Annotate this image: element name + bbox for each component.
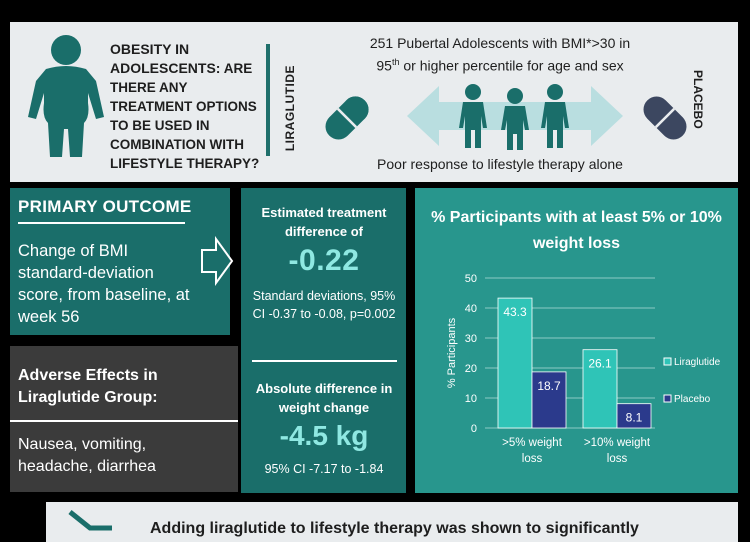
percentile-text: or higher percentile for age and sex: [399, 57, 624, 74]
y-axis-label: % Participants: [446, 317, 458, 388]
primary-outcome-panel: [10, 188, 230, 335]
liraglutide-pill-icon: [325, 96, 369, 140]
bar-liraglutide: [497, 297, 533, 429]
arrow-right-icon: [68, 510, 112, 531]
percentile-suffix: th: [391, 57, 400, 67]
question-text: ARE THERE ANY TREATMENT OPTIONS TO BE US…: [110, 61, 260, 171]
legend-label-liraglutide: Liraglutide: [674, 357, 721, 368]
weight-loss-bar-chart: 0 10 20 30 40 50 % Participants 43.3 18.7 >5% wei…: [446, 273, 721, 465]
adverse-effects-title: Adverse Effects in Liraglutide Group:: [18, 367, 158, 406]
adverse-effects-panel: [10, 346, 238, 492]
conclusion-banner: [46, 502, 738, 542]
data-label: 8.1: [626, 411, 643, 425]
x-tick-label: loss: [522, 453, 543, 465]
research-question: OBESITY IN ADOLESCENTS: ARE THERE ANY TR…: [110, 40, 260, 173]
x-tick-label: loss: [607, 453, 628, 465]
data-label: 26.1: [588, 357, 612, 371]
study-line-1: 251 Pubertal Adolescents with BMI*>30 in: [369, 35, 631, 51]
study-population: 251 Pubertal Adolescents with BMI*>30 in…: [330, 34, 670, 76]
bar-liraglutide: [582, 349, 618, 429]
weight-change-value: -4.5 kg: [279, 420, 369, 451]
question-topic: OBESITY IN ADOLESCENTS:: [110, 41, 221, 76]
study-line-2: 95th or higher percentile for age and se…: [330, 53, 670, 76]
randomization-arrow-icon: [407, 84, 623, 150]
study-header-panel: [10, 22, 738, 182]
adverse-effects-list: Nausea, vomiting, headache, diarrhea: [18, 436, 156, 475]
placebo-pill-icon: [643, 96, 687, 140]
estimate-note: Standard deviations, 95% CI -0.37 to -0.…: [252, 289, 396, 321]
divider-bar: [266, 44, 270, 156]
primary-outcome-title: PRIMARY OUTCOME: [18, 197, 192, 216]
estimate-divider: [252, 360, 397, 362]
estimate-value: -0.22: [288, 244, 360, 277]
placebo-arm-label: PLACEBO: [691, 70, 705, 129]
x-tick-label: >5% weight: [502, 437, 563, 449]
bar-placebo: [616, 403, 652, 429]
bar-placebo: [531, 371, 567, 429]
y-tick-label: 40: [465, 303, 477, 315]
weight-change-title: Absolute difference in weight change: [255, 381, 393, 415]
data-label: 43.3: [503, 305, 527, 319]
x-tick-label: >10% weight: [584, 437, 651, 449]
y-tick-label: 0: [471, 423, 477, 435]
y-tick-label: 30: [465, 333, 477, 345]
primary-outcome-text: Change of BMI standard-deviation score, …: [18, 242, 190, 326]
primary-outcome-rule: [18, 222, 185, 224]
y-tick-label: 10: [465, 393, 477, 405]
chart-panel: [415, 188, 738, 493]
poor-response-note: Poor response to lifestyle therapy alone: [377, 156, 623, 172]
liraglutide-arm-label: LIRAGLUTIDE: [283, 65, 297, 152]
legend-label-placebo: Placebo: [674, 394, 711, 405]
arrow-right-icon: [201, 236, 234, 286]
y-tick-label: 20: [465, 363, 477, 375]
chart-title: % Participants with at least 5% or 10% w…: [431, 209, 722, 252]
percentile-number: 95: [376, 57, 392, 74]
estimate-title: Estimated treatment difference of: [261, 205, 387, 239]
legend-swatch-placebo: [663, 394, 672, 403]
conclusion-text: Adding liraglutide to lifestyle therapy …: [150, 520, 639, 537]
adolescent-figure-icon: [28, 35, 104, 157]
treatment-difference-panel: [241, 188, 406, 493]
legend-swatch-liraglutide: [663, 357, 672, 366]
adverse-effects-rule: [10, 420, 238, 422]
weight-change-ci: 95% CI -7.17 to -1.84: [264, 462, 384, 476]
data-label: 18.7: [537, 379, 561, 393]
y-tick-label: 50: [465, 273, 477, 285]
